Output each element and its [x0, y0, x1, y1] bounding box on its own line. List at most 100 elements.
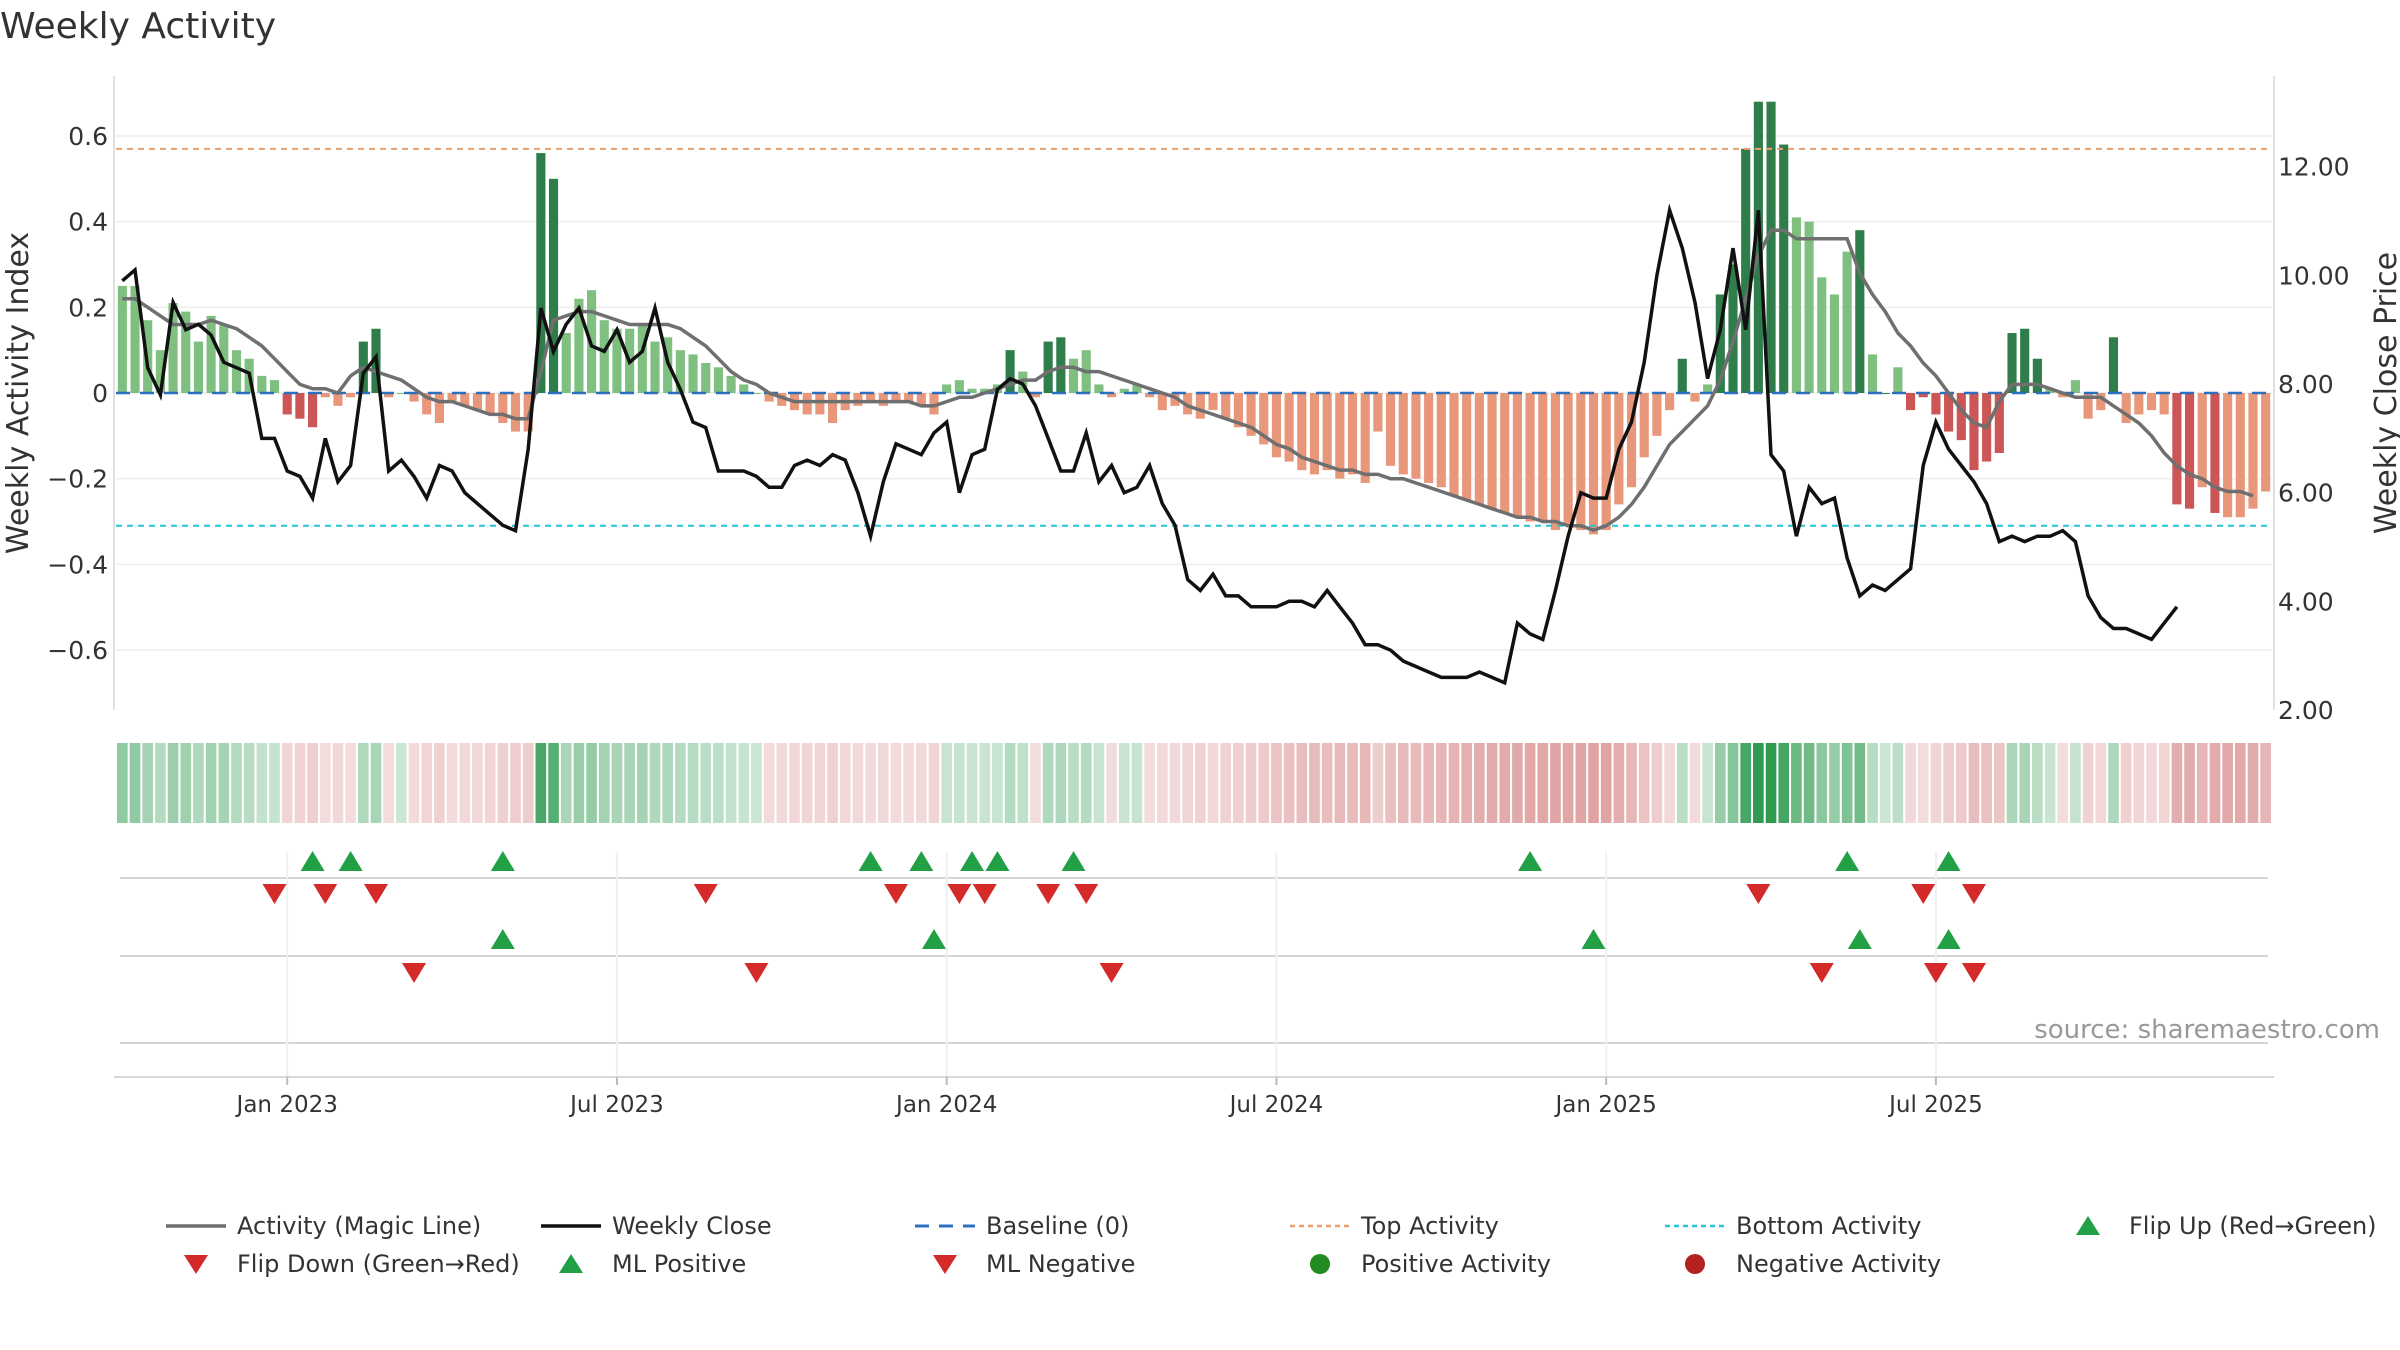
heat-cell — [1144, 743, 1155, 823]
activity-bar — [1170, 393, 1180, 406]
ml-negative-marker — [744, 963, 769, 983]
activity-heat-strip — [117, 743, 2271, 823]
heat-cell — [675, 743, 686, 823]
heat-cell — [1854, 743, 1866, 823]
heat-cell — [1524, 743, 1536, 823]
heat-cell — [1613, 743, 1625, 823]
flip-down-marker — [947, 884, 972, 904]
heat-cell — [890, 743, 902, 823]
heat-cell — [1575, 743, 1587, 823]
activity-bar — [2261, 393, 2271, 492]
activity-bar — [942, 384, 952, 393]
x-tick-label: Jul 2024 — [1228, 1092, 1324, 1118]
activity-bar — [472, 393, 483, 411]
activity-bar — [1703, 384, 1713, 393]
heat-cell — [903, 743, 914, 823]
activity-bar — [536, 153, 546, 393]
heat-cell — [1106, 743, 1117, 823]
legend-item: Top Activity — [1290, 1212, 1499, 1240]
heat-cell — [738, 743, 750, 823]
heat-cell — [345, 743, 356, 823]
activity-bar — [1525, 393, 1535, 522]
activity-bar — [384, 393, 394, 398]
heat-cell — [2196, 743, 2208, 823]
heat-cell — [193, 743, 204, 823]
legend-label: Flip Up (Red→Green) — [2129, 1212, 2377, 1240]
heat-cell — [1118, 743, 1130, 823]
legend-item: Negative Activity — [1685, 1250, 1941, 1278]
activity-bar — [815, 393, 825, 415]
activity-bar — [1474, 393, 1484, 505]
legend-label: ML Negative — [986, 1250, 1135, 1278]
heat-cell — [941, 743, 953, 823]
activity-bar — [713, 367, 723, 393]
heat-cell — [2108, 743, 2119, 823]
heat-cell — [1461, 743, 1472, 823]
heat-cell — [1093, 743, 1105, 823]
flip-up-marker — [985, 851, 1010, 871]
heat-cell — [2019, 743, 2031, 823]
activity-bar — [904, 393, 914, 402]
activity-bar — [422, 393, 432, 415]
heat-cell — [1410, 743, 1422, 823]
activity-bars — [117, 101, 2271, 535]
heat-cell — [2260, 743, 2271, 823]
right-tick-label: 8.00 — [2278, 370, 2334, 399]
activity-bar — [1386, 393, 1396, 466]
heat-cell — [814, 743, 826, 823]
legend-swatch — [184, 1255, 208, 1274]
left-tick-label: 0.6 — [68, 122, 108, 151]
flip-down-marker — [1074, 884, 1099, 904]
activity-bar — [980, 388, 990, 393]
ml-negative-marker — [402, 963, 427, 983]
left-tick-label: 0.4 — [68, 208, 108, 237]
heat-cell — [1778, 743, 1790, 823]
legend-label: Weekly Close — [612, 1212, 772, 1240]
heat-cell — [1296, 743, 1308, 823]
heat-cell — [713, 743, 724, 823]
activity-bar — [2121, 393, 2131, 423]
activity-bar — [548, 178, 559, 393]
legend-label: Activity (Magic Line) — [237, 1212, 481, 1240]
activity-bar — [396, 393, 406, 394]
activity-bar — [777, 393, 787, 406]
legend-item: Flip Down (Green→Red) — [184, 1250, 520, 1278]
heat-cell — [1372, 743, 1384, 823]
heat-cell — [1803, 743, 1815, 823]
activity-bar — [206, 315, 216, 393]
activity-bar — [1005, 350, 1015, 393]
activity-bar — [117, 285, 127, 393]
activity-bar — [637, 324, 647, 393]
x-tick-label: Jul 2025 — [1887, 1092, 1983, 1118]
heat-cell — [1892, 743, 1904, 823]
heat-cell — [1435, 743, 1447, 823]
right-tick-label: 4.00 — [2278, 587, 2334, 616]
activity-bar — [460, 393, 470, 406]
activity-bar — [409, 393, 419, 402]
heat-cell — [725, 743, 737, 823]
heat-cell — [763, 743, 775, 823]
flip-up-marker — [1061, 851, 1086, 871]
heat-cell — [649, 743, 661, 823]
heat-cell — [155, 743, 166, 823]
heat-cell — [522, 743, 534, 823]
heat-cell — [776, 743, 788, 823]
x-axis-ticks: Jan 2023 Jul 2023 Jan 2024 Jul 2024 Jan 2025… — [235, 1077, 1983, 1118]
activity-bar — [1715, 294, 1725, 393]
heat-cell — [357, 743, 369, 823]
activity-bar — [1563, 393, 1573, 526]
activity-bar — [434, 393, 444, 423]
heat-cell — [1042, 743, 1054, 823]
activity-bar — [2159, 393, 2169, 415]
x-tick-label: Jan 2023 — [235, 1092, 338, 1118]
heat-cell — [1930, 743, 1942, 823]
heat-cell — [396, 743, 407, 823]
heat-cell — [852, 743, 864, 823]
legend-label: Bottom Activity — [1736, 1212, 1921, 1240]
heat-cell — [1499, 743, 1511, 823]
main-plot: 0.6 0.4 0.2 0 −0.2 −0.4 −0.6 12.00 10.00 8.00 6.0… — [1, 76, 2400, 725]
heat-cell — [1676, 743, 1688, 823]
heat-cell — [1955, 743, 1967, 823]
activity-bar — [1867, 354, 1878, 393]
heat-cell — [2234, 743, 2246, 823]
